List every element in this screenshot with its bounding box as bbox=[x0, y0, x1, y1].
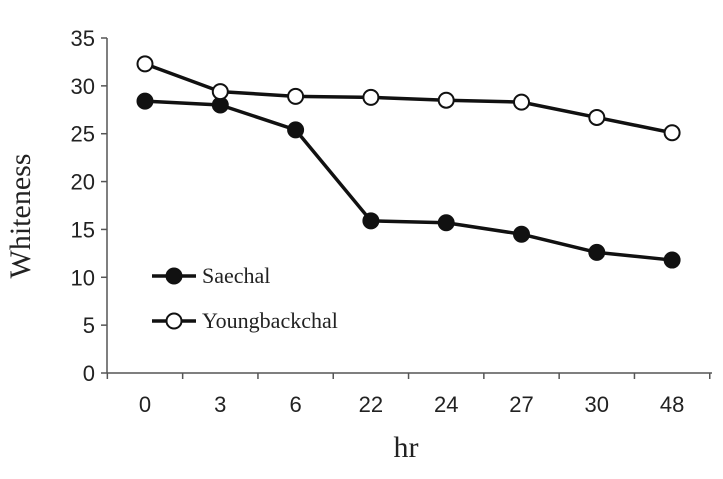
y-axis-title: Whiteness bbox=[4, 154, 37, 279]
series-youngbackchal bbox=[136, 55, 681, 142]
data-point bbox=[588, 243, 606, 261]
data-point bbox=[136, 92, 154, 110]
data-point bbox=[362, 212, 380, 230]
x-tick-label: 27 bbox=[509, 392, 533, 417]
x-tick-label: 24 bbox=[434, 392, 458, 417]
legend-label: Saechal bbox=[202, 263, 270, 288]
data-point bbox=[362, 88, 380, 106]
x-axis-title: hr bbox=[394, 431, 419, 464]
series-line bbox=[144, 99, 673, 262]
legend-label: Youngbackchal bbox=[202, 308, 338, 333]
data-point bbox=[211, 83, 229, 101]
y-tick-label: 25 bbox=[71, 122, 95, 147]
x-tick-label: 6 bbox=[289, 392, 301, 417]
legend-swatch-marker bbox=[165, 312, 183, 330]
y-tick-label: 5 bbox=[83, 313, 95, 338]
legend-item-saechal: Saechal bbox=[152, 263, 270, 288]
legend-item-youngbackchal: Youngbackchal bbox=[152, 308, 338, 333]
y-tick-label: 0 bbox=[83, 361, 95, 386]
y-tick-label: 30 bbox=[71, 74, 95, 99]
y-axis-ticks: 0 5 10 15 20 25 30 35 bbox=[71, 26, 107, 386]
data-point bbox=[437, 91, 455, 109]
x-tick-label: 0 bbox=[139, 392, 151, 417]
data-point bbox=[663, 124, 681, 142]
data-point bbox=[287, 121, 305, 139]
series-line bbox=[144, 62, 673, 135]
y-tick-label: 20 bbox=[71, 170, 95, 195]
x-tick-label: 22 bbox=[359, 392, 383, 417]
y-tick-label: 10 bbox=[71, 265, 95, 290]
y-tick-label: 35 bbox=[71, 26, 95, 51]
series-saechal bbox=[136, 92, 681, 269]
series-layer bbox=[136, 55, 681, 269]
data-point bbox=[513, 93, 530, 111]
data-point bbox=[663, 251, 681, 269]
y-tick-label: 15 bbox=[71, 217, 95, 242]
x-tick-label: 48 bbox=[660, 392, 684, 417]
x-tick-label: 3 bbox=[214, 392, 226, 417]
data-point bbox=[287, 87, 305, 105]
data-point bbox=[437, 214, 455, 232]
data-point bbox=[513, 225, 530, 243]
legend: Saechal Youngbackchal bbox=[152, 263, 338, 333]
data-point bbox=[588, 108, 606, 126]
data-point bbox=[136, 55, 154, 73]
x-axis-ticks: 0 3 6 22 24 27 30 48 bbox=[106, 373, 711, 417]
x-tick-label: 30 bbox=[585, 392, 609, 417]
legend-swatch-marker bbox=[165, 267, 183, 285]
